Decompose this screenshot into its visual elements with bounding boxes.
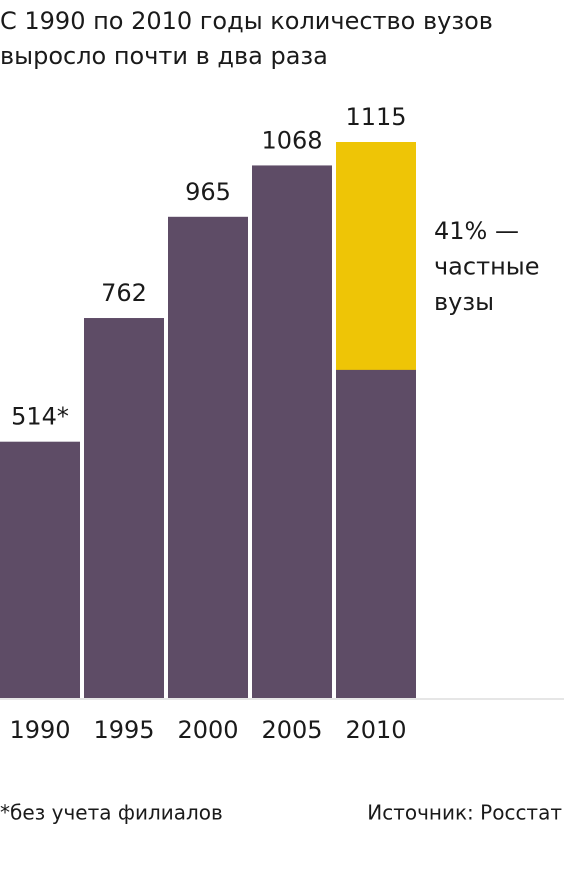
annotation: 41% — [434, 217, 519, 245]
value-label: 1068 [261, 126, 322, 154]
x-tick-label: 1995 [93, 716, 154, 744]
chart-title: С 1990 по 2010 годы количество вузов [0, 7, 493, 35]
bar [168, 216, 248, 698]
source: Источник: Росстат [367, 801, 562, 825]
footnote: *без учета филиалов [0, 801, 223, 825]
x-tick-label: 2000 [177, 716, 238, 744]
x-tick-label: 2005 [261, 716, 322, 744]
value-label: 965 [185, 178, 231, 206]
private-segment [336, 142, 416, 370]
value-label: 1115 [345, 103, 406, 131]
annotation: частные [434, 253, 539, 281]
bar [0, 441, 80, 698]
chart-title: выросло почти в два раза [0, 42, 328, 70]
bar [252, 165, 332, 698]
bar [84, 318, 164, 698]
value-label: 762 [101, 279, 147, 307]
value-label: 514* [11, 403, 69, 431]
x-tick-label: 1990 [9, 716, 70, 744]
annotation: вузы [434, 288, 494, 316]
x-tick-label: 2010 [345, 716, 406, 744]
